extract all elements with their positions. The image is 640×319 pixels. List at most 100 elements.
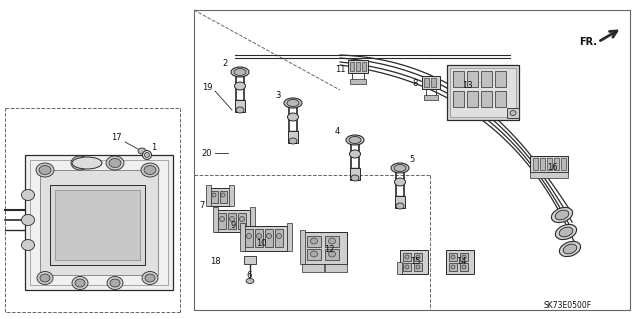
Bar [530, 172, 568, 178]
Ellipse shape [234, 82, 246, 90]
Text: 19: 19 [202, 83, 212, 92]
Ellipse shape [552, 207, 573, 223]
Bar [307, 236, 321, 247]
Bar [30, 160, 168, 285]
Ellipse shape [328, 251, 335, 257]
Bar [453, 91, 464, 107]
Bar [467, 71, 478, 87]
Text: 2: 2 [222, 60, 228, 69]
Ellipse shape [394, 178, 406, 186]
Ellipse shape [72, 157, 102, 169]
Ellipse shape [462, 255, 466, 259]
Bar [422, 76, 440, 89]
Ellipse shape [109, 159, 121, 167]
Ellipse shape [284, 98, 302, 108]
Bar [250, 207, 255, 232]
Bar [554, 158, 559, 170]
Ellipse shape [142, 271, 158, 285]
Text: 12: 12 [324, 244, 334, 254]
Bar [481, 91, 492, 107]
Text: 1: 1 [152, 144, 157, 152]
Ellipse shape [310, 238, 317, 244]
Text: 18: 18 [210, 256, 220, 265]
Ellipse shape [391, 163, 409, 173]
Bar [302, 232, 347, 264]
Bar [467, 91, 478, 107]
Ellipse shape [416, 255, 420, 259]
Ellipse shape [510, 110, 516, 115]
Bar [530, 156, 568, 172]
Ellipse shape [451, 265, 455, 269]
Text: FR.: FR. [579, 37, 597, 47]
Bar [414, 263, 422, 271]
Ellipse shape [37, 271, 53, 285]
Bar [287, 223, 292, 251]
Text: 15: 15 [410, 257, 420, 266]
Ellipse shape [556, 210, 569, 220]
Bar [414, 253, 422, 261]
Bar [307, 249, 321, 260]
Bar [400, 250, 428, 274]
Ellipse shape [106, 156, 124, 170]
Bar [403, 253, 411, 261]
Bar [235, 100, 245, 112]
Bar [55, 190, 140, 260]
Bar [229, 185, 234, 206]
Ellipse shape [246, 278, 254, 284]
Text: 11: 11 [335, 65, 345, 75]
Bar [288, 131, 298, 143]
Ellipse shape [145, 152, 150, 158]
Bar [238, 213, 246, 229]
Bar [561, 158, 566, 170]
Text: 5: 5 [410, 155, 415, 165]
Bar [495, 91, 506, 107]
Bar [245, 229, 253, 247]
Text: 14: 14 [456, 257, 467, 266]
Ellipse shape [405, 265, 409, 269]
Ellipse shape [276, 234, 282, 239]
Bar [460, 253, 468, 261]
Ellipse shape [144, 166, 156, 174]
Ellipse shape [107, 277, 123, 290]
Bar [481, 71, 492, 87]
Bar [206, 185, 211, 206]
Ellipse shape [74, 159, 86, 167]
Ellipse shape [39, 166, 51, 174]
Text: 9: 9 [230, 221, 236, 231]
Ellipse shape [22, 189, 35, 201]
Bar [447, 65, 519, 120]
Text: 4: 4 [334, 128, 340, 137]
Ellipse shape [405, 255, 409, 259]
Text: 16: 16 [547, 164, 557, 173]
Ellipse shape [328, 238, 335, 244]
Bar [211, 191, 218, 203]
Ellipse shape [416, 265, 420, 269]
Ellipse shape [75, 279, 85, 287]
Bar [507, 108, 519, 118]
Text: 20: 20 [202, 149, 212, 158]
Bar [244, 256, 256, 264]
Bar [356, 62, 360, 71]
Ellipse shape [22, 240, 35, 250]
Ellipse shape [236, 107, 244, 113]
Ellipse shape [138, 148, 146, 154]
Ellipse shape [239, 217, 244, 221]
Ellipse shape [266, 234, 271, 239]
Ellipse shape [556, 225, 577, 240]
Bar [40, 170, 158, 275]
Text: 8: 8 [412, 78, 418, 87]
Text: 6: 6 [246, 271, 252, 279]
Bar [208, 188, 230, 206]
Text: 10: 10 [256, 240, 266, 249]
Bar [265, 229, 273, 247]
Ellipse shape [36, 163, 54, 177]
Ellipse shape [394, 165, 406, 172]
Ellipse shape [40, 274, 50, 282]
Bar [424, 95, 438, 100]
Bar [255, 229, 263, 247]
Ellipse shape [451, 255, 455, 259]
Bar [362, 62, 366, 71]
Bar [431, 78, 436, 87]
Bar [220, 191, 227, 203]
Text: SK73E0500F: SK73E0500F [544, 300, 592, 309]
